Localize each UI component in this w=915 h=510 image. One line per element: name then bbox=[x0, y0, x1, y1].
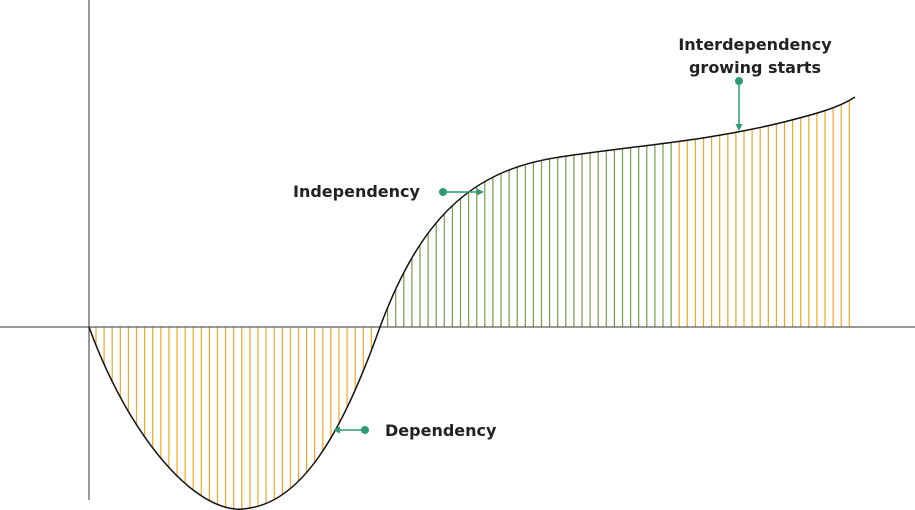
independency-pointer bbox=[439, 188, 484, 196]
arrowhead-icon bbox=[735, 124, 743, 131]
interdependency-pointer bbox=[735, 77, 743, 131]
hatch-lines bbox=[95, 100, 850, 510]
interdependency-label: Interdependency growing starts bbox=[660, 33, 850, 79]
arrowhead-icon bbox=[333, 426, 340, 434]
interdependency-label-line1: Interdependency bbox=[678, 35, 832, 54]
interdependency-label-line2: growing starts bbox=[688, 58, 822, 77]
arrowhead-icon bbox=[477, 188, 484, 196]
independency-label: Independency bbox=[293, 182, 420, 201]
dependency-label: Dependency bbox=[385, 421, 497, 440]
dependency-pointer bbox=[333, 426, 369, 434]
development-curve bbox=[88, 96, 856, 510]
